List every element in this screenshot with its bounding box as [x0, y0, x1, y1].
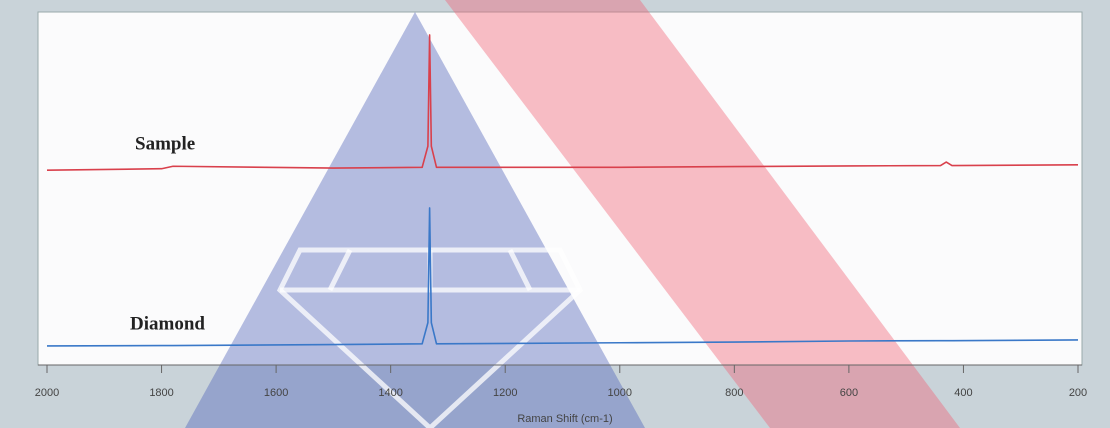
series-label: Sample [135, 133, 195, 154]
x-tick-label: 1800 [149, 387, 173, 399]
series-label: Diamond [130, 313, 205, 334]
x-axis-label: Raman Shift (cm-1) [517, 413, 612, 425]
x-tick-label: 400 [954, 387, 972, 399]
x-tick-label: 1600 [264, 387, 288, 399]
page: {"chart_data": {"type": "line", "x_label… [0, 0, 1110, 428]
x-tick-label: 600 [840, 387, 858, 399]
x-tick-label: 2000 [35, 387, 59, 399]
x-tick-label: 1200 [493, 387, 517, 399]
x-tick-label: 1000 [608, 387, 632, 399]
x-tick-label: 200 [1069, 387, 1087, 399]
chart: Raman Shift (cm-1) Sample Diamond 2000 18… [0, 0, 1110, 428]
x-tick-label: 1400 [378, 387, 402, 399]
x-tick-label: 800 [725, 387, 743, 399]
